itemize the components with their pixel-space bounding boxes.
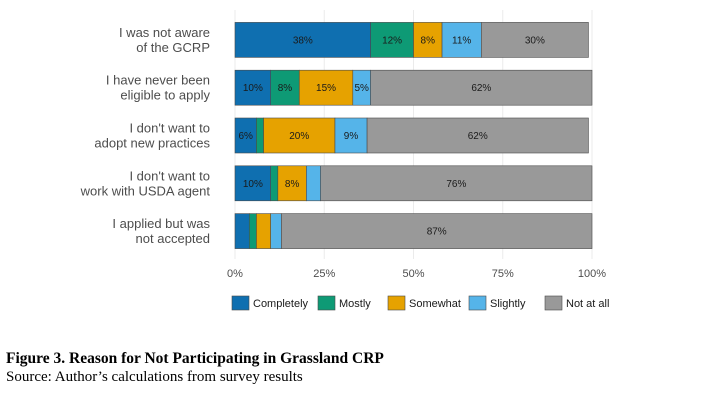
data-label-1-3: 5%: [355, 83, 370, 94]
legend-label-slightly: Slightly: [490, 298, 526, 310]
x-tick-label-0: 0%: [227, 268, 243, 280]
bar-1-completely: [234, 69, 272, 106]
data-label-0-2: 8%: [421, 35, 436, 46]
data-label-1-2: 15%: [316, 83, 336, 94]
data-label-0-0: 38%: [293, 35, 313, 46]
data-label-0-1: 12%: [382, 35, 402, 46]
category-label-line: I have never been: [106, 73, 210, 88]
bar-4-completely: [234, 213, 250, 249]
category-label-line: I don't want to: [129, 121, 210, 136]
data-label-0-3: 11%: [452, 35, 471, 46]
data-label-1-1: 8%: [278, 83, 293, 94]
bar-2-mostly: [256, 117, 264, 154]
data-label-4-4: 87%: [427, 227, 447, 238]
x-tick-label-75: 75%: [492, 268, 514, 280]
bar-2-somewhat: [263, 117, 336, 154]
data-label-2-3: 9%: [344, 131, 359, 142]
bar-3-mostly: [270, 165, 279, 202]
bar-3-somewhat: [277, 165, 307, 202]
bar-0-slightly: [441, 22, 482, 58]
category-label-line: eligible to apply: [120, 88, 210, 103]
category-label-line: I applied but was: [112, 216, 210, 231]
legend-key-mostly: [317, 295, 336, 311]
figure-caption-title: Figure 3. Reason for Not Participating i…: [6, 350, 384, 367]
x-tick-label-25: 25%: [313, 268, 335, 280]
bar-3-not-at-all: [320, 165, 593, 202]
x-tick-label-100: 100%: [578, 268, 606, 280]
data-label-1-4: 62%: [471, 83, 491, 94]
bar-4-somewhat: [256, 213, 272, 249]
data-label-1-0: 10%: [243, 83, 263, 94]
category-label-2: I don't want to adopt new practices: [94, 121, 210, 151]
data-label-2-4: 62%: [468, 131, 488, 142]
bar-3-completely: [234, 165, 272, 202]
bar-2-not-at-all: [366, 117, 589, 154]
legend-label-mostly: Mostly: [339, 298, 371, 310]
x-tick-label-50: 50%: [402, 268, 424, 280]
category-label-line: I was not aware: [119, 25, 210, 40]
legend-label-somewhat: Somewhat: [409, 298, 461, 310]
data-label-3-0: 10%: [243, 179, 263, 190]
data-label-3-2: 8%: [285, 179, 300, 190]
legend-label-completely: Completely: [253, 298, 309, 310]
bar-2-slightly: [334, 117, 368, 154]
data-label-2-0: 6%: [238, 131, 253, 142]
category-label-line: of the GCRP: [136, 40, 210, 55]
stacked-bar-chart: 38% 12% 8% 11% 30% I was not aware of the GCRP…: [80, 10, 609, 311]
legend-key-completely: [231, 295, 250, 311]
bar-3-slightly: [306, 165, 321, 202]
data-label-0-4: 30%: [525, 35, 545, 46]
category-label-line: not accepted: [136, 231, 210, 246]
bar-0-completely: [234, 22, 371, 58]
bar-4-mostly: [248, 213, 257, 249]
bar-0-not-at-all: [481, 22, 589, 58]
bar-4-slightly: [270, 213, 282, 249]
category-label-0: I was not aware of the GCRP: [119, 25, 210, 55]
figure-caption-source: Source: Author’s calculations from surve…: [6, 369, 303, 385]
bar-0-mostly: [370, 22, 414, 58]
legend-label-not-at-all: Not at all: [566, 298, 609, 310]
bar-1-not-at-all: [370, 69, 593, 106]
legend-key-not-at-all: [544, 295, 563, 311]
bar-1-mostly: [270, 69, 300, 106]
category-label-3: I don't want to work with USDA agent: [80, 168, 211, 198]
data-label-3-4: 76%: [446, 179, 466, 190]
bar-0-somewhat: [413, 22, 443, 58]
category-label-4: I applied but was not accepted: [112, 216, 210, 246]
category-label-1: I have never been eligible to apply: [106, 73, 211, 103]
legend-key-somewhat: [387, 295, 406, 311]
category-label-line: I don't want to: [129, 168, 210, 183]
legend-key-slightly: [468, 295, 487, 311]
bar-4-not-at-all: [281, 213, 593, 249]
data-label-2-2: 20%: [289, 131, 309, 142]
category-label-line: work with USDA agent: [80, 183, 211, 198]
category-label-line: adopt new practices: [94, 136, 210, 151]
